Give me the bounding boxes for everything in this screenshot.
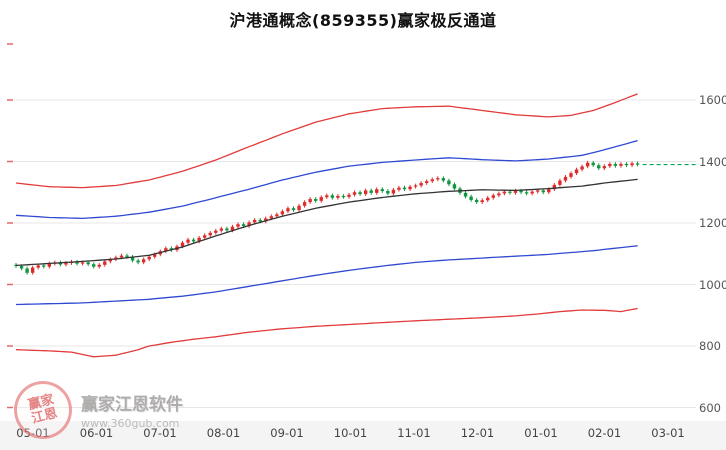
candlestick-series — [14, 160, 640, 275]
axis-ticks — [7, 43, 13, 409]
channel-lines — [15, 93, 638, 358]
watermark: 赢家 江恩 赢家江恩软件 www.360gub.com — [7, 374, 183, 446]
watermark-url: www.360gub.com — [81, 417, 180, 430]
watermark-text: 赢家江恩软件 www.360gub.com — [81, 390, 183, 430]
grid-lines — [14, 99, 696, 408]
chart-title: 沪港通概念(859355)赢家极反通道 — [229, 11, 497, 30]
watermark-logo-text-2: 江恩 — [30, 405, 60, 427]
lower-blue-line — [15, 245, 638, 306]
upper-red-line — [15, 93, 638, 189]
lower-red-line — [15, 307, 638, 358]
watermark-brand: 赢家江恩软件 — [81, 395, 183, 415]
watermark-logo-icon: 赢家 江恩 — [7, 374, 79, 446]
middle-black-line — [15, 178, 638, 267]
upper-blue-line — [15, 139, 638, 220]
